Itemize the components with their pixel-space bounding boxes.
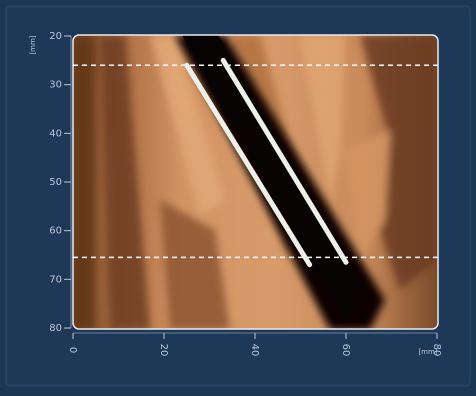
y-tick-label: 20 (49, 31, 62, 42)
x-axis-label: [mm] (418, 348, 437, 356)
x-tick-label: 20 (158, 344, 169, 357)
y-axis-label: [mm] (29, 35, 37, 54)
guide-line (220, 57, 349, 265)
x-tick-label: 60 (340, 344, 351, 357)
x-tick-label: 80 (431, 344, 442, 357)
y-tick-label: 70 (49, 274, 62, 285)
image-frame (72, 34, 439, 330)
y-tick-label: 30 (49, 80, 62, 91)
y-tick-label: 80 (49, 323, 62, 334)
y-tick-label: 50 (49, 177, 62, 188)
y-tick-label: 40 (49, 128, 62, 139)
guide-line (184, 62, 313, 268)
x-tick-label: 0 (67, 347, 78, 353)
scan-image (73, 35, 438, 329)
y-tick-label: 60 (49, 226, 62, 237)
x-tick-label: 40 (249, 344, 260, 357)
